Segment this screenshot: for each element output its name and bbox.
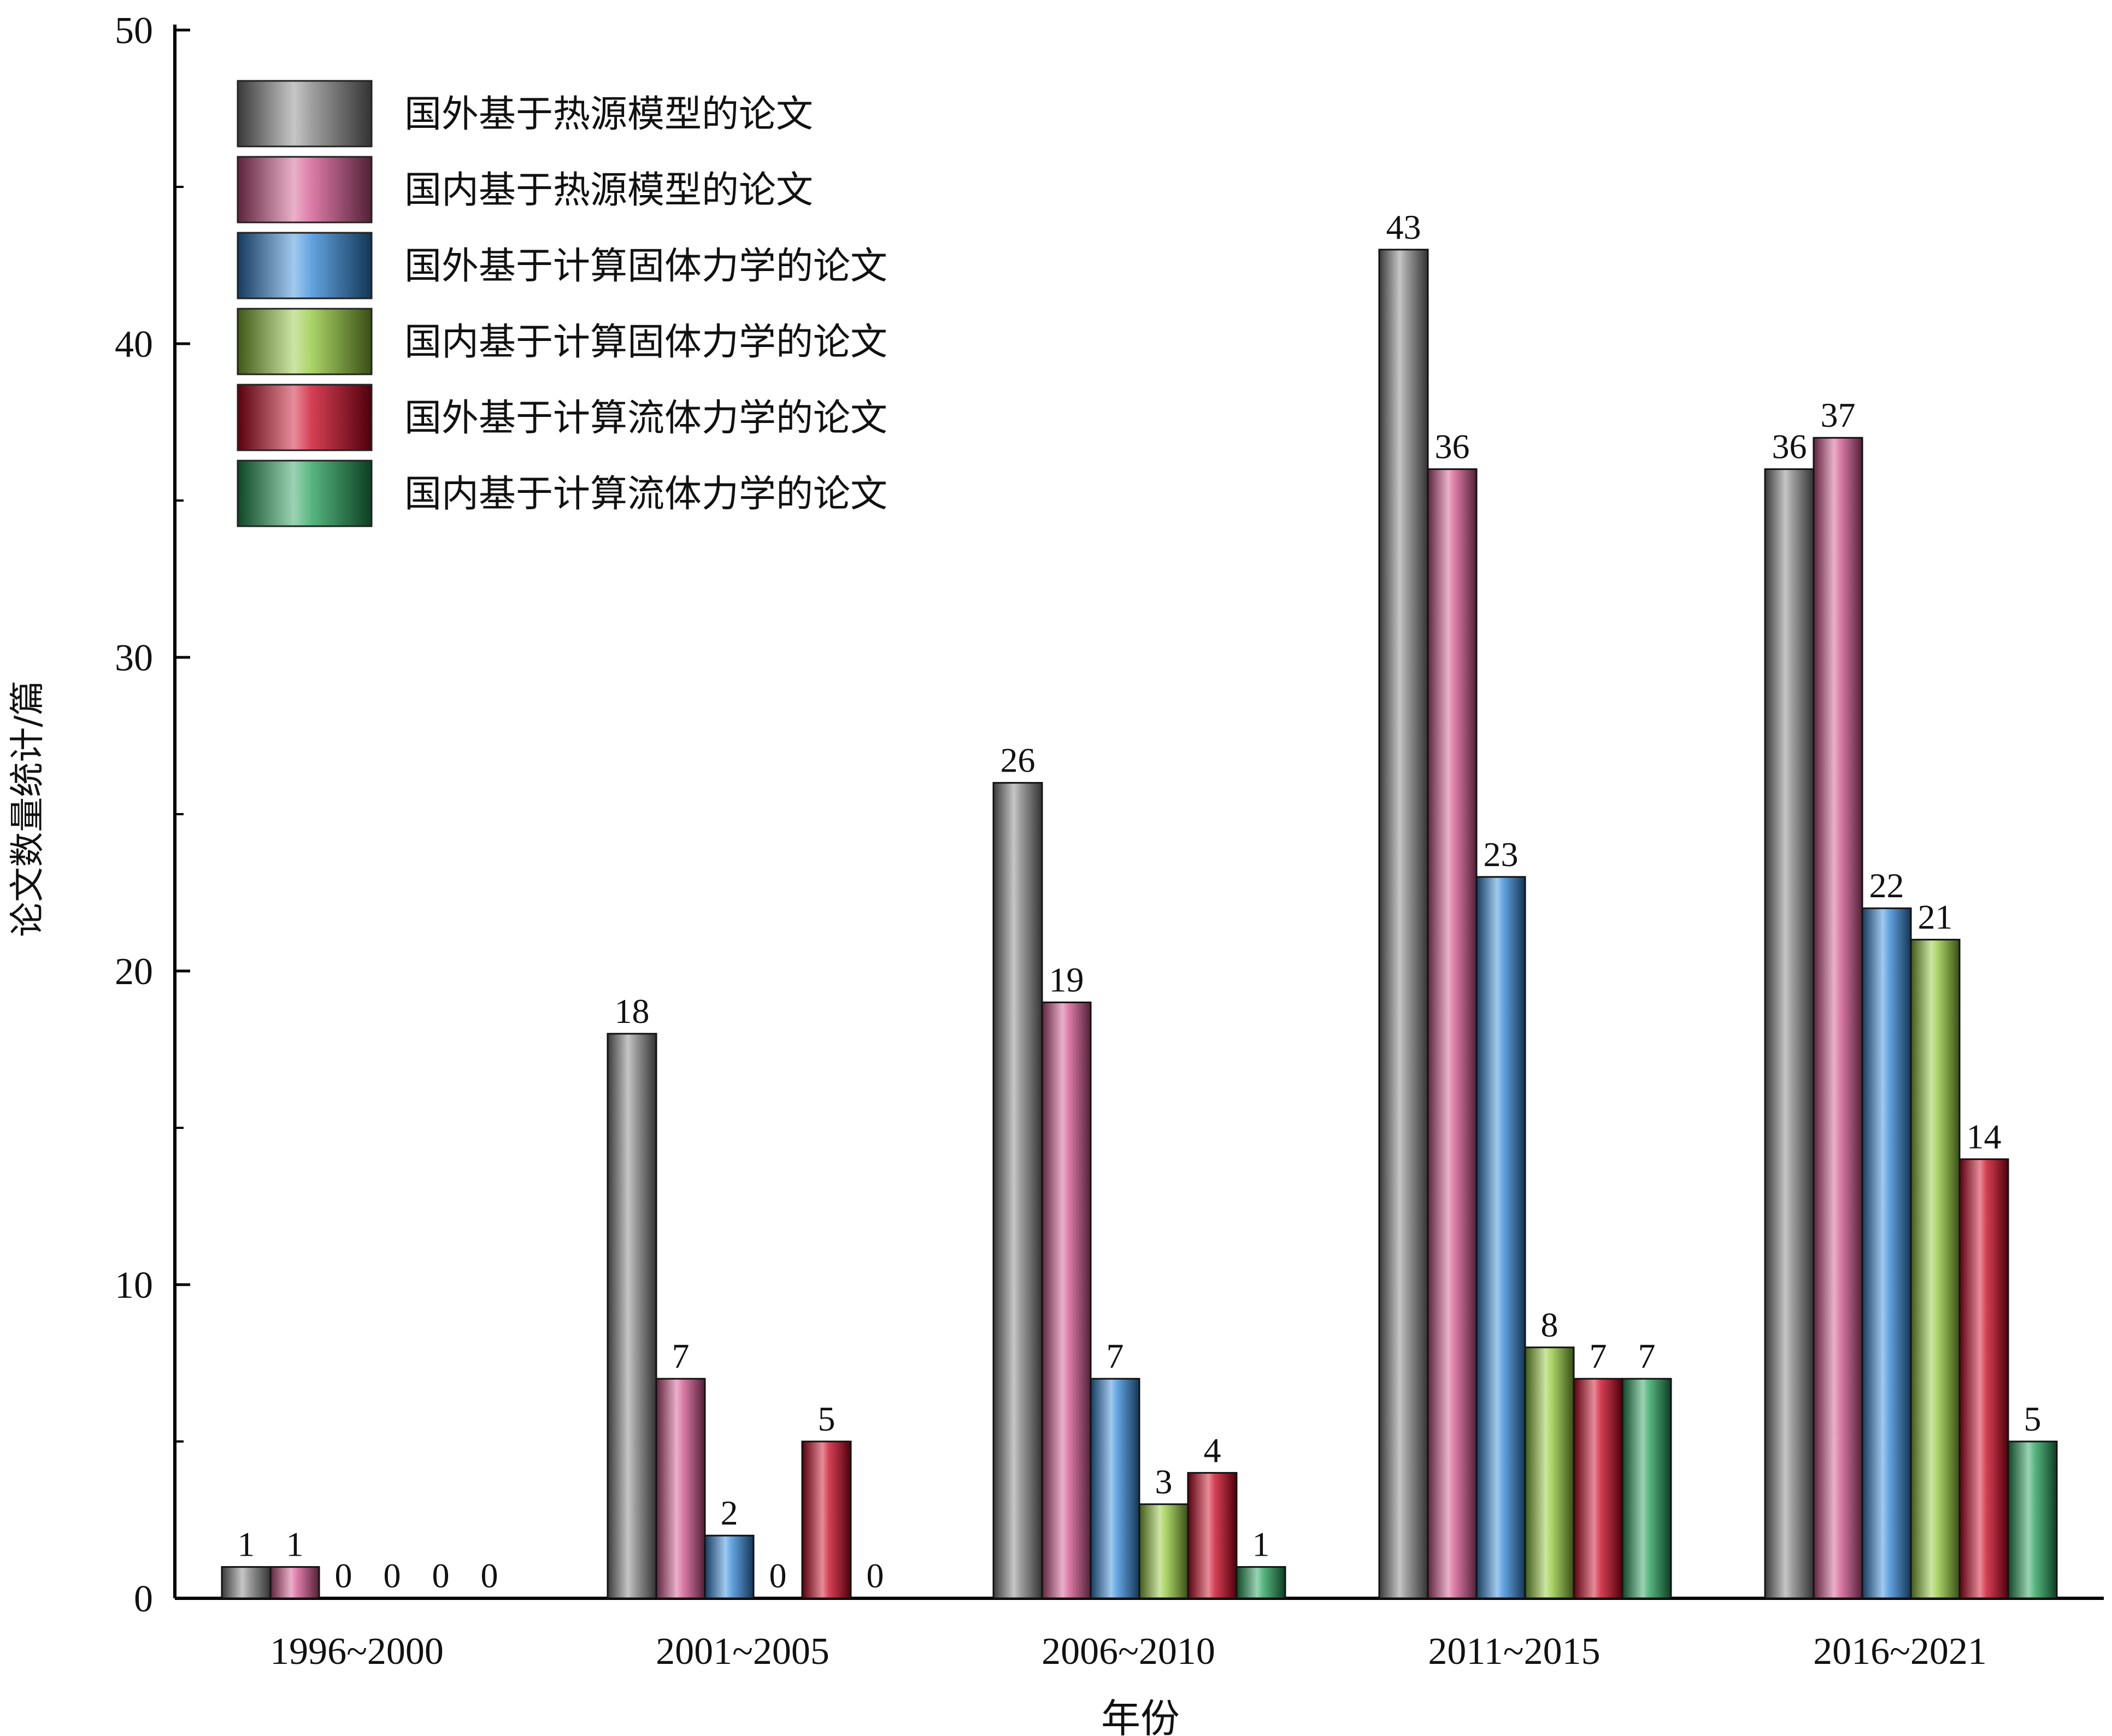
x-tick-label: 2011~2015 [1428, 1631, 1600, 1673]
bar-value-label: 5 [2024, 1399, 2042, 1438]
y-axis-title: 论文数量统计/篇 [8, 680, 48, 937]
bar-value-label: 36 [1772, 427, 1807, 466]
bar-value-label: 7 [1590, 1337, 1607, 1375]
bar [1910, 939, 1961, 1599]
y-tick-label: 30 [115, 637, 153, 679]
bar [1236, 1566, 1286, 1599]
bar-value-label: 0 [432, 1556, 450, 1595]
bar-value-label: 8 [1541, 1305, 1558, 1344]
legend-label: 国内基于计算固体力学的论文 [404, 321, 887, 364]
bar-value-label: 0 [867, 1556, 884, 1595]
bar-value-label: 0 [481, 1556, 498, 1595]
bar-value-label: 7 [1638, 1337, 1656, 1375]
bar [992, 782, 1043, 1599]
y-tick-label: 50 [115, 10, 153, 52]
y-tick-label: 0 [134, 1578, 153, 1620]
legend-swatch [237, 460, 373, 527]
legend-swatch [237, 384, 373, 451]
x-tick-label: 2016~2021 [1813, 1631, 1987, 1673]
bar [1524, 1346, 1575, 1599]
legend: 国外基于热源模型的论文国内基于热源模型的论文国外基于计算固体力学的论文国内基于计… [237, 80, 887, 527]
bar [1813, 437, 1863, 1599]
y-tick-label: 20 [115, 951, 153, 993]
bar [1764, 468, 1815, 1599]
bar [1378, 249, 1429, 1599]
bar [1621, 1378, 1672, 1599]
legend-label: 国内基于热源模型的论文 [404, 169, 813, 212]
bar [1475, 876, 1526, 1599]
bar-value-label: 1 [286, 1525, 304, 1564]
bar-value-label: 18 [615, 992, 650, 1031]
legend-label: 国内基于计算流体力学的论文 [404, 473, 887, 516]
bar-value-label: 43 [1386, 208, 1421, 246]
bar [1041, 1001, 1092, 1599]
bar [1427, 468, 1478, 1599]
legend-swatch [237, 232, 373, 299]
bar [221, 1566, 272, 1599]
bar-value-label: 26 [1001, 741, 1036, 780]
bars [221, 249, 2058, 1599]
x-tick-label: 1996~2000 [270, 1631, 444, 1673]
bar-value-label: 4 [1204, 1431, 1221, 1469]
bar-value-label: 1 [1252, 1525, 1270, 1564]
bar-value-label: 0 [384, 1556, 401, 1595]
bar-value-label: 2 [721, 1493, 738, 1532]
legend-label: 国外基于计算固体力学的论文 [404, 245, 887, 288]
bar-value-label: 37 [1821, 396, 1856, 434]
bar [704, 1534, 755, 1599]
legend-label: 国外基于热源模型的论文 [404, 93, 813, 136]
bar-value-label: 0 [769, 1556, 787, 1595]
bar-value-label: 7 [1107, 1337, 1124, 1375]
bar [1138, 1503, 1189, 1599]
bar [1090, 1378, 1140, 1599]
bar-value-label: 22 [1869, 866, 1904, 905]
y-tick-label: 40 [115, 323, 153, 366]
legend-swatch [237, 80, 373, 148]
y-tick-label: 10 [115, 1264, 153, 1307]
bar [1861, 907, 1912, 1599]
legend-label: 国外基于计算流体力学的论文 [404, 397, 887, 440]
legend-swatch [237, 308, 373, 375]
bar [607, 1033, 657, 1599]
bar [801, 1440, 852, 1599]
bar-value-label: 21 [1918, 898, 1953, 937]
bar [1187, 1472, 1238, 1599]
bar-value-label: 3 [1155, 1462, 1173, 1501]
bar-value-label: 0 [335, 1556, 352, 1595]
bar [269, 1566, 320, 1599]
bar [1573, 1378, 1623, 1599]
bar [655, 1378, 706, 1599]
bar-value-label: 1 [238, 1525, 255, 1564]
x-tick-label: 2001~2005 [656, 1631, 829, 1673]
bar-value-label: 36 [1435, 427, 1470, 466]
legend-swatch [237, 156, 373, 223]
bar-value-label: 5 [818, 1399, 836, 1438]
bar-value-label: 19 [1049, 960, 1084, 999]
bar-value-label: 7 [672, 1337, 690, 1375]
bar-value-label: 14 [1967, 1117, 2002, 1156]
x-axis-title: 年份 [1101, 1696, 1180, 1736]
x-tick-label: 2006~2010 [1042, 1631, 1215, 1673]
bar-value-label: 23 [1484, 835, 1519, 874]
bar [1958, 1158, 2009, 1599]
bar [2007, 1440, 2058, 1599]
